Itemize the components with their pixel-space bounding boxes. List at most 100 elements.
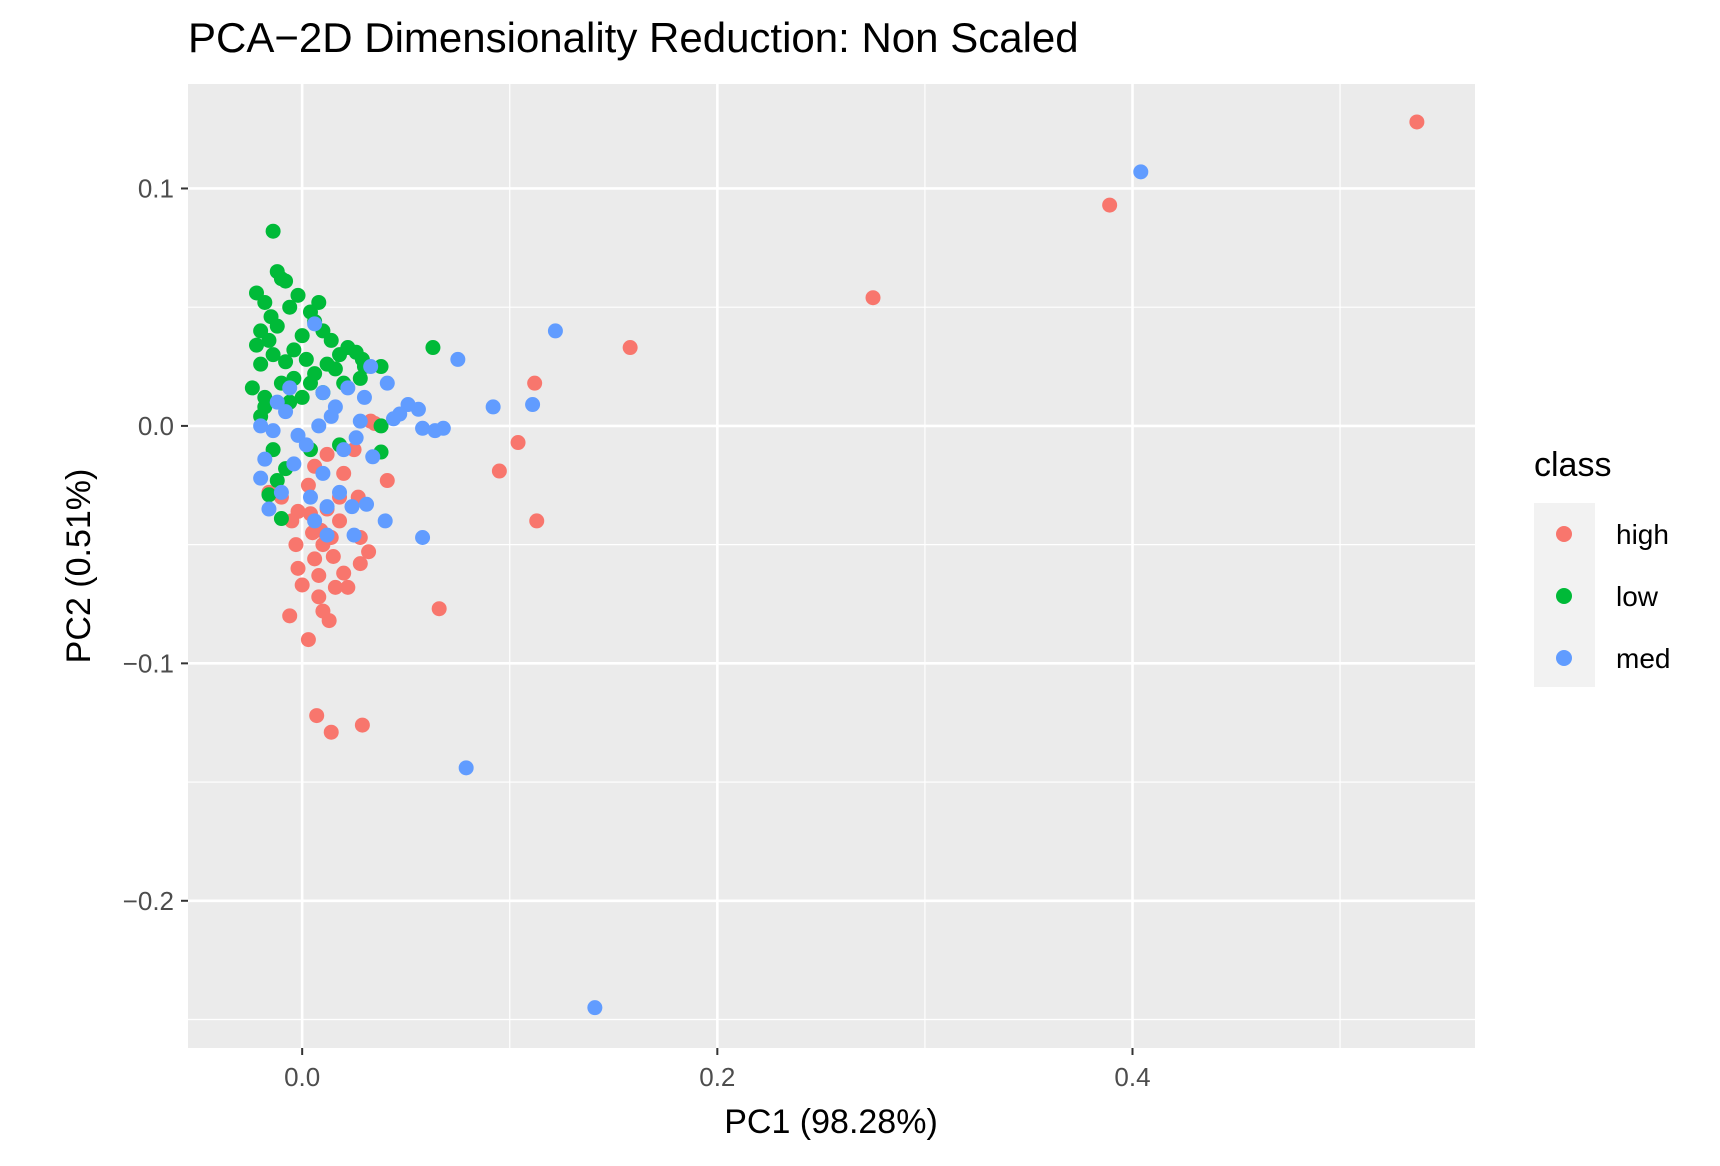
point-med bbox=[336, 442, 352, 458]
point-high bbox=[325, 549, 341, 565]
point-med bbox=[415, 420, 431, 436]
point-med bbox=[386, 411, 402, 427]
point-high bbox=[379, 473, 395, 489]
point-med bbox=[273, 484, 289, 500]
point-low bbox=[269, 318, 285, 334]
point-high bbox=[327, 579, 343, 595]
point-med bbox=[307, 316, 323, 332]
point-high bbox=[282, 608, 298, 624]
point-med bbox=[346, 527, 362, 543]
point-high bbox=[336, 565, 352, 581]
point-high bbox=[332, 513, 348, 529]
point-med bbox=[363, 359, 379, 375]
plot-panel bbox=[188, 84, 1475, 1048]
point-high bbox=[288, 537, 304, 553]
point-low bbox=[278, 354, 294, 370]
point-med bbox=[253, 470, 269, 486]
x-axis-ticks: 0.0 0.2 0.4 bbox=[284, 1048, 1151, 1092]
point-med bbox=[587, 1000, 603, 1016]
x-tick-label: 0.0 bbox=[284, 1062, 320, 1092]
point-med bbox=[311, 418, 327, 434]
point-low bbox=[265, 223, 281, 239]
point-high bbox=[319, 446, 335, 462]
point-med bbox=[356, 389, 372, 405]
point-low bbox=[307, 366, 323, 382]
point-low bbox=[261, 487, 277, 503]
point-med bbox=[348, 430, 364, 446]
point-med bbox=[340, 380, 356, 396]
point-high bbox=[315, 603, 331, 619]
point-low bbox=[265, 347, 281, 363]
major-gridlines bbox=[188, 84, 1475, 1048]
point-med bbox=[450, 351, 466, 367]
y-tick-label: 0.1 bbox=[138, 173, 174, 203]
point-low bbox=[278, 273, 294, 289]
point-med bbox=[282, 380, 298, 396]
point-low bbox=[253, 356, 269, 372]
point-high bbox=[336, 465, 352, 481]
point-low bbox=[298, 351, 314, 367]
point-low bbox=[319, 356, 335, 372]
point-high bbox=[361, 544, 377, 560]
point-low bbox=[373, 359, 389, 375]
point-high bbox=[311, 567, 327, 583]
point-high bbox=[865, 290, 881, 306]
point-low bbox=[373, 418, 389, 434]
point-med bbox=[269, 394, 285, 410]
legend-label-med: med bbox=[1616, 643, 1670, 674]
x-axis-title: PC1 (98.28%) bbox=[724, 1103, 938, 1141]
point-med bbox=[319, 527, 335, 543]
point-high bbox=[307, 551, 323, 567]
point-high bbox=[323, 724, 339, 740]
point-low bbox=[294, 389, 310, 405]
point-med bbox=[485, 399, 501, 415]
point-low bbox=[286, 342, 302, 358]
point-high bbox=[1102, 197, 1118, 213]
point-high bbox=[309, 708, 325, 724]
x-tick-label: 0.4 bbox=[1114, 1062, 1150, 1092]
point-med bbox=[415, 530, 431, 546]
y-tick-label: 0.0 bbox=[138, 411, 174, 441]
point-high bbox=[300, 477, 316, 493]
point-low bbox=[352, 370, 368, 386]
point-high bbox=[290, 560, 306, 576]
point-high bbox=[294, 577, 310, 593]
legend-label-high: high bbox=[1616, 519, 1669, 550]
point-med bbox=[261, 501, 277, 517]
point-high bbox=[352, 556, 368, 572]
point-high bbox=[311, 589, 327, 605]
legend-title: class bbox=[1534, 446, 1611, 484]
point-med bbox=[525, 397, 541, 413]
point-low bbox=[257, 294, 273, 310]
point-high bbox=[354, 717, 370, 733]
point-high bbox=[622, 340, 638, 356]
point-low bbox=[294, 328, 310, 344]
point-med bbox=[286, 456, 302, 472]
point-med bbox=[327, 399, 343, 415]
point-med bbox=[427, 423, 443, 439]
point-med bbox=[352, 413, 368, 429]
point-med bbox=[344, 499, 360, 515]
point-med bbox=[307, 513, 323, 529]
point-high bbox=[491, 463, 507, 479]
point-low bbox=[249, 337, 265, 353]
point-med bbox=[377, 513, 393, 529]
point-high bbox=[346, 442, 362, 458]
point-low bbox=[269, 473, 285, 489]
point-high bbox=[290, 503, 306, 519]
point-med bbox=[302, 489, 318, 505]
point-low bbox=[290, 287, 306, 303]
point-low bbox=[311, 294, 327, 310]
point-low bbox=[244, 380, 260, 396]
y-axis-title: PC2 (0.51%) bbox=[60, 469, 98, 664]
point-med bbox=[319, 499, 335, 515]
point-med bbox=[253, 418, 269, 434]
point-med bbox=[547, 323, 563, 339]
point-med bbox=[365, 449, 381, 465]
point-low bbox=[273, 511, 289, 527]
y-tick-label: −0.2 bbox=[123, 886, 174, 916]
minor-gridlines bbox=[188, 84, 1475, 1048]
point-high bbox=[1409, 114, 1425, 130]
point-med bbox=[315, 385, 331, 401]
